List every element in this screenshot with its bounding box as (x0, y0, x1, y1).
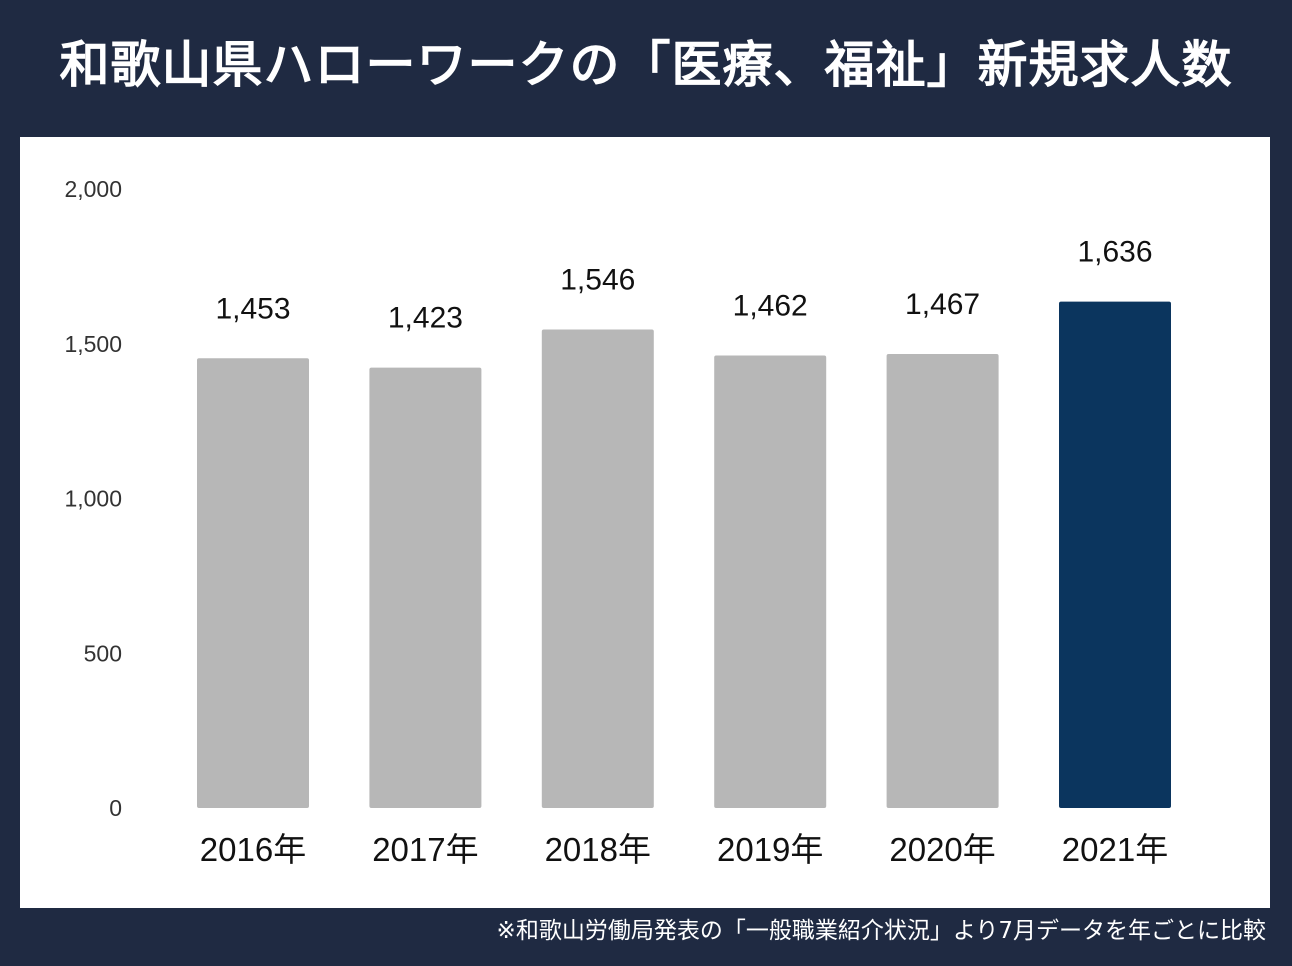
y-tick-label: 2,000 (64, 176, 122, 202)
bar-2019年 (714, 355, 827, 808)
data-label: 1,546 (560, 264, 635, 297)
y-tick-label: 500 (84, 640, 122, 666)
bar-2021年 (1059, 301, 1171, 808)
bar-2017年 (369, 367, 482, 808)
x-tick-label: 2020年 (889, 831, 995, 868)
bar-2020年 (886, 353, 999, 808)
x-tick-label: 2016年 (200, 831, 306, 868)
data-label: 1,462 (733, 290, 808, 323)
chart-panel: 0 500 1,000 1,500 2,000 1,453 2016年 1,423 2017年 1… (20, 137, 1270, 908)
chart-title: 和歌山県ハローワークの「医療、福祉」新規求人数 (59, 36, 1233, 94)
y-tick-label: 0 (109, 795, 122, 821)
data-label: 1,636 (1077, 236, 1152, 269)
data-label: 1,467 (905, 288, 980, 321)
bar-2018年 (541, 329, 654, 808)
data-label: 1,423 (388, 302, 463, 335)
x-tick-label: 2017年 (372, 831, 478, 868)
x-tick-label: 2021年 (1062, 831, 1168, 868)
data-label: 1,453 (215, 292, 290, 325)
x-tick-label: 2018年 (545, 831, 651, 868)
x-tick-label: 2019年 (717, 831, 823, 868)
bar-2016年 (197, 358, 309, 808)
bar-chart: 0 500 1,000 1,500 2,000 1,453 2016年 1,423 2017年 1… (64, 176, 1171, 868)
source-footnote: ※和歌山労働局発表の「一般職業紹介状況」より7月データを年ごとに比較 (496, 918, 1266, 944)
y-tick-label: 1,500 (64, 331, 122, 357)
y-tick-label: 1,000 (64, 486, 122, 512)
